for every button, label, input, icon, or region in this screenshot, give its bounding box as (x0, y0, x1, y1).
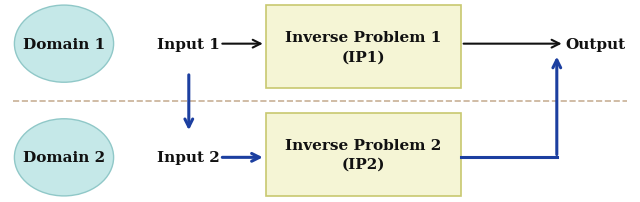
Text: Input 2: Input 2 (157, 151, 220, 164)
Ellipse shape (14, 119, 114, 196)
Text: Inverse Problem 1
(IP1): Inverse Problem 1 (IP1) (285, 31, 442, 64)
Text: Inverse Problem 2
(IP2): Inverse Problem 2 (IP2) (285, 138, 442, 171)
Text: Output: Output (565, 38, 625, 51)
FancyBboxPatch shape (266, 6, 461, 89)
Text: Domain 1: Domain 1 (23, 38, 105, 51)
Ellipse shape (14, 6, 114, 83)
Text: Domain 2: Domain 2 (23, 151, 105, 164)
FancyBboxPatch shape (266, 113, 461, 196)
Text: Input 1: Input 1 (157, 38, 220, 51)
